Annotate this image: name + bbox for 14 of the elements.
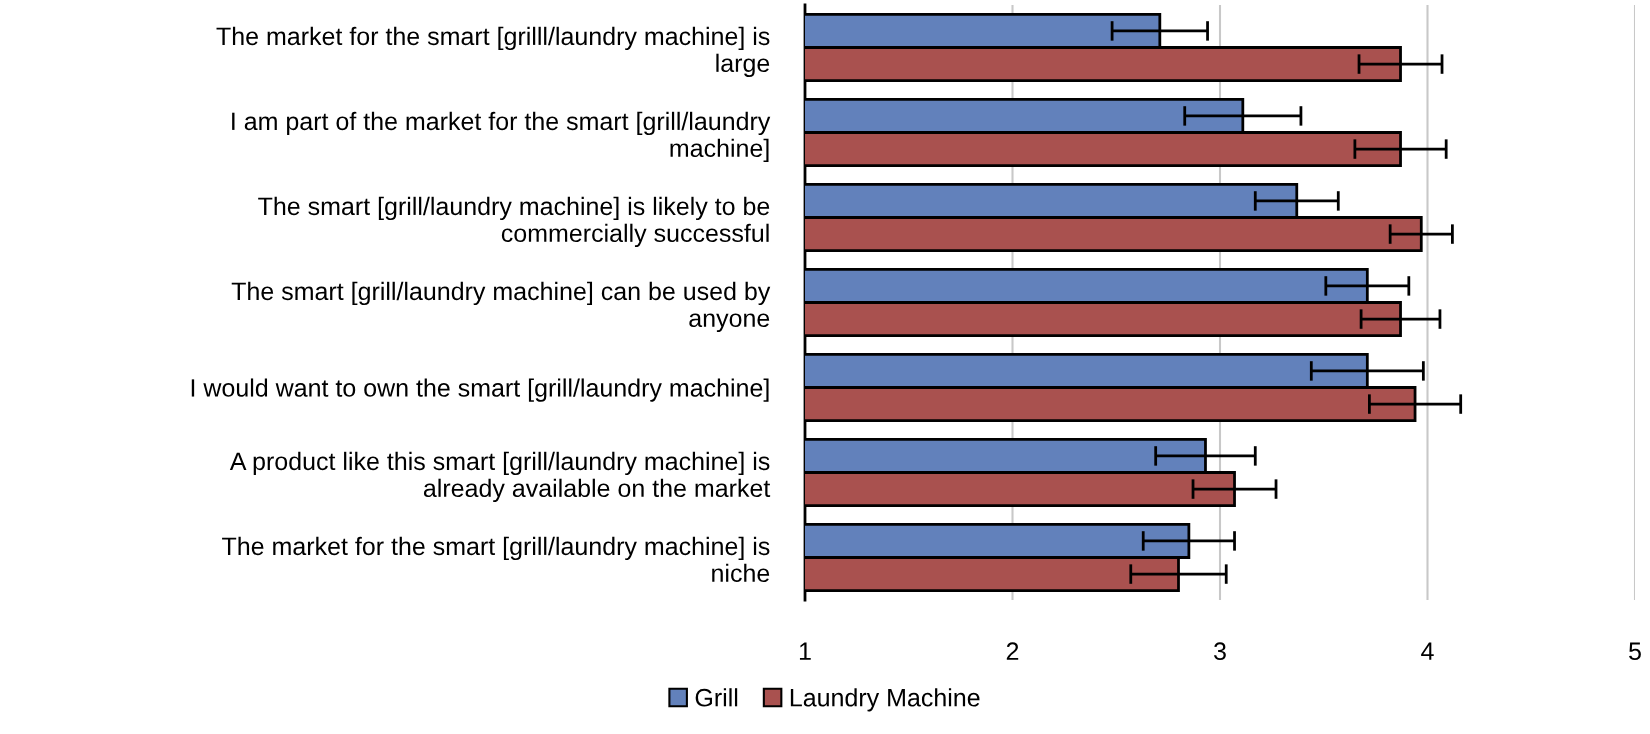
y-tick-label: The smart [grill/laundry machine] is likely to be commercially successful: [258, 196, 770, 248]
y-tick-label: The smart [grill/laundry machine] can be used by anyone: [231, 281, 771, 333]
y-tick-label: The market for the smart [grilll/laundry machine] is large: [216, 26, 770, 78]
legend-label: Grill: [695, 688, 738, 707]
y-tick-label: I am part of the market for the smart [grill/laundry machine]: [232, 111, 771, 163]
legend-label: Laundry Machine: [790, 688, 980, 712]
x-tick-label: 1: [799, 642, 811, 660]
x-tick-label: 5: [1629, 642, 1641, 661]
y-tick-label: A product like this smart [grill/laundry machine] is already available on the market: [229, 451, 771, 503]
x-tick-label: 3: [1214, 642, 1226, 661]
x-tick-label: 4: [1421, 642, 1434, 660]
y-tick-label: The market for the smart [grill/laundry machine] is niche: [222, 536, 770, 583]
y-tick-label: I would want to own the smart [grill/laundry machine]: [191, 378, 769, 402]
x-tick-label: 2: [1006, 642, 1019, 660]
